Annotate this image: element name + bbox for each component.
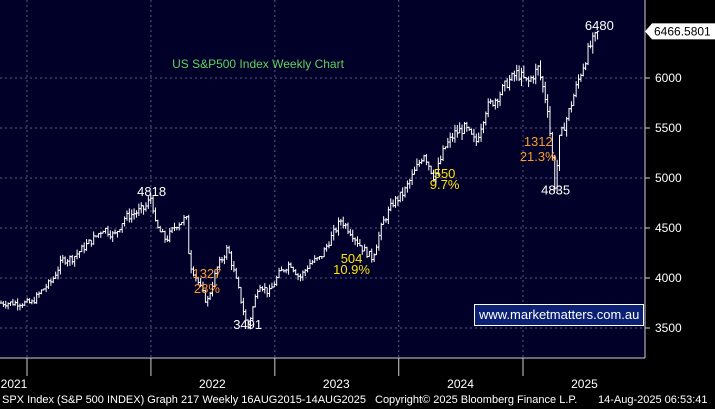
x-tick-label: 2024 xyxy=(447,377,474,391)
plot-area xyxy=(0,0,645,358)
y-tick-label: 4000 xyxy=(655,271,682,285)
footer-timestamp: 14-Aug-2025 06:53:41 xyxy=(598,394,708,406)
x-tick-label: 2023 xyxy=(323,377,350,391)
annotation-label: 10.9% xyxy=(333,262,370,277)
y-axis-ticks: 3500 4000 4500 5000 5500 6000 xyxy=(645,71,682,335)
x-axis-ticks: 2021 2022 2023 2024 2025 xyxy=(1,358,598,391)
watermark-badge[interactable]: www.marketmatters.com.au xyxy=(474,304,645,326)
y-tick-label: 3500 xyxy=(655,321,682,335)
footer-security-info: SPX Index (S&P 500 INDEX) Graph 217 Week… xyxy=(2,394,367,406)
annotation-label: 1312 xyxy=(524,134,553,149)
x-tick-label: 2022 xyxy=(199,377,226,391)
chart-title: US S&P500 Index Weekly Chart xyxy=(172,57,345,71)
annotation-label: 4818 xyxy=(137,184,166,199)
last-price-marker: 6466.5801 xyxy=(645,23,715,40)
annotation-label: 6480 xyxy=(585,18,614,33)
x-tick-label: 2021 xyxy=(1,377,28,391)
y-tick-label: 6000 xyxy=(655,71,682,85)
annotation-label: 3491 xyxy=(233,317,262,332)
y-tick-label: 5500 xyxy=(655,121,682,135)
annotation-label: 550 xyxy=(434,166,456,181)
x-tick-label: 2025 xyxy=(571,377,598,391)
annotation-label: 4835 xyxy=(541,183,570,198)
footer-bar: SPX Index (S&P 500 INDEX) Graph 217 Week… xyxy=(0,392,715,409)
y-tick-label: 4500 xyxy=(655,221,682,235)
annotation-label: 21.3% xyxy=(520,149,557,164)
annotation-label: 9.7% xyxy=(430,177,460,192)
annotation-label: 28% xyxy=(194,281,220,296)
price-bars xyxy=(0,30,600,330)
y-tick-label: 5000 xyxy=(655,171,682,185)
footer-copyright: Copyright© 2025 Bloomberg Finance L.P. xyxy=(375,394,578,406)
annotation-label: 1327 xyxy=(192,266,221,281)
last-price-label: 6466.5801 xyxy=(654,24,711,38)
annotation-label: 504 xyxy=(341,251,363,266)
